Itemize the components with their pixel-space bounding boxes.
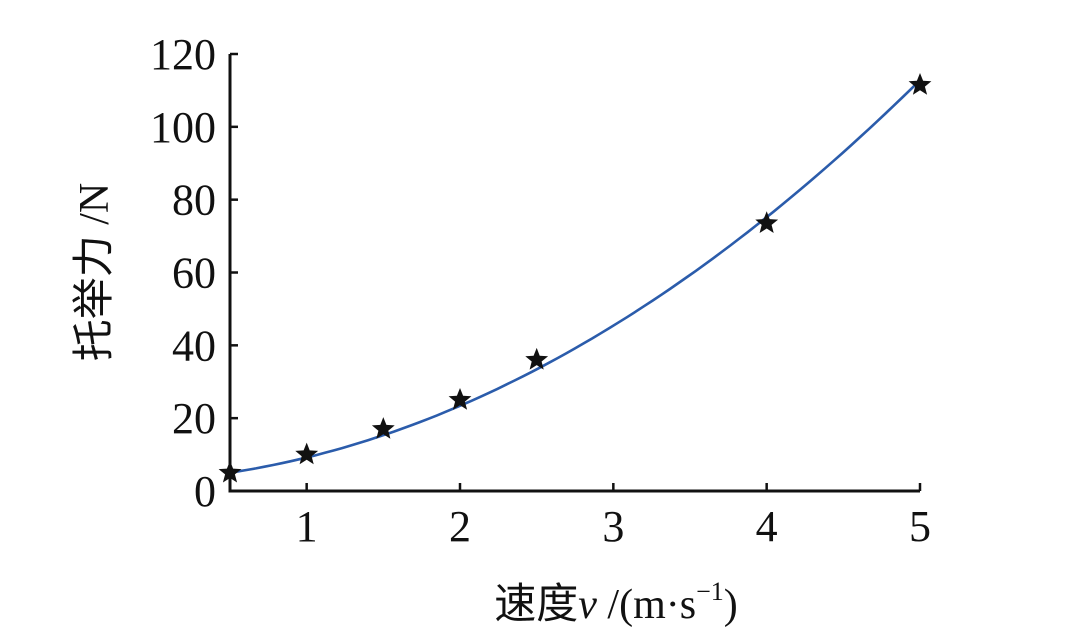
star-marker-icon xyxy=(755,211,779,233)
star-marker-icon xyxy=(295,442,319,465)
data-points xyxy=(218,73,932,483)
x-tick-label: 4 xyxy=(756,502,778,551)
star-marker-icon xyxy=(371,417,395,439)
x-tick-label: 3 xyxy=(602,502,624,551)
y-tick-label: 0 xyxy=(194,467,216,516)
x-axis-ticks: 1 2 3 4 5 xyxy=(296,483,931,551)
x-axis-title: 速度v /(m·s−1) xyxy=(494,577,738,628)
axes xyxy=(228,54,920,493)
y-tick-label: 40 xyxy=(172,321,216,370)
x-axis-title-var: v xyxy=(578,582,597,628)
y-axis-ticks: 0 20 40 60 80 100 120 xyxy=(150,30,238,516)
fit-curve xyxy=(229,79,921,474)
x-tick-label: 1 xyxy=(296,502,318,551)
star-marker-icon xyxy=(218,460,242,483)
x-tick-label: 5 xyxy=(909,502,931,551)
star-marker-icon xyxy=(448,388,472,410)
x-axis-title-unit: /(m·s xyxy=(597,582,696,628)
axis-lines xyxy=(228,54,920,493)
x-tick-label: 2 xyxy=(449,502,471,551)
y-tick-label: 20 xyxy=(172,394,216,443)
y-tick-label: 60 xyxy=(172,249,216,298)
y-tick-label: 100 xyxy=(150,103,216,152)
y-axis-title: 托举力 /N xyxy=(72,183,118,362)
y-tick-label: 80 xyxy=(172,176,216,225)
star-marker-icon xyxy=(525,347,549,370)
x-axis-title-close: ) xyxy=(724,582,738,628)
star-marker-icon xyxy=(908,73,932,95)
x-axis-title-sup: −1 xyxy=(696,577,724,606)
x-axis-title-cn: 速度 xyxy=(494,582,578,628)
y-tick-label: 120 xyxy=(150,30,216,79)
